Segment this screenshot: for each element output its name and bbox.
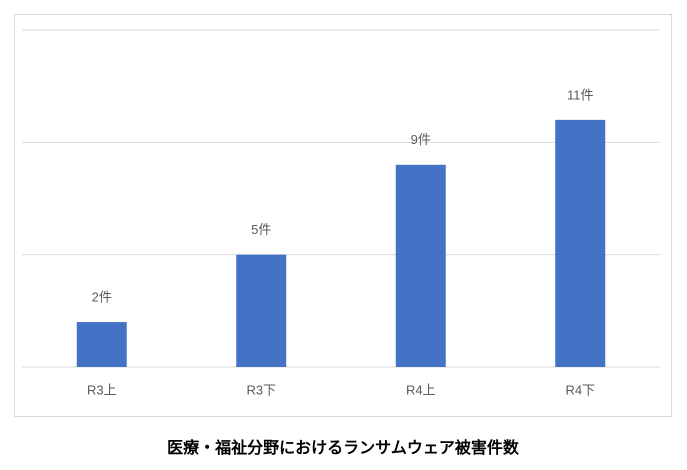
bar	[555, 119, 606, 367]
x-tick-label: R3下	[246, 382, 276, 397]
bar	[236, 254, 287, 367]
data-label: 2件	[92, 290, 112, 305]
x-tick-label: R3上	[87, 382, 117, 397]
chart-title: 医療・福祉分野におけるランサムウェア被害件数	[167, 438, 520, 457]
data-label: 11件	[567, 87, 594, 102]
x-tick-label: R4上	[406, 382, 436, 397]
data-label: 9件	[411, 132, 431, 147]
bar	[395, 164, 446, 367]
x-tick-label: R4下	[565, 382, 595, 397]
bar	[76, 322, 127, 367]
data-label: 5件	[251, 222, 271, 237]
